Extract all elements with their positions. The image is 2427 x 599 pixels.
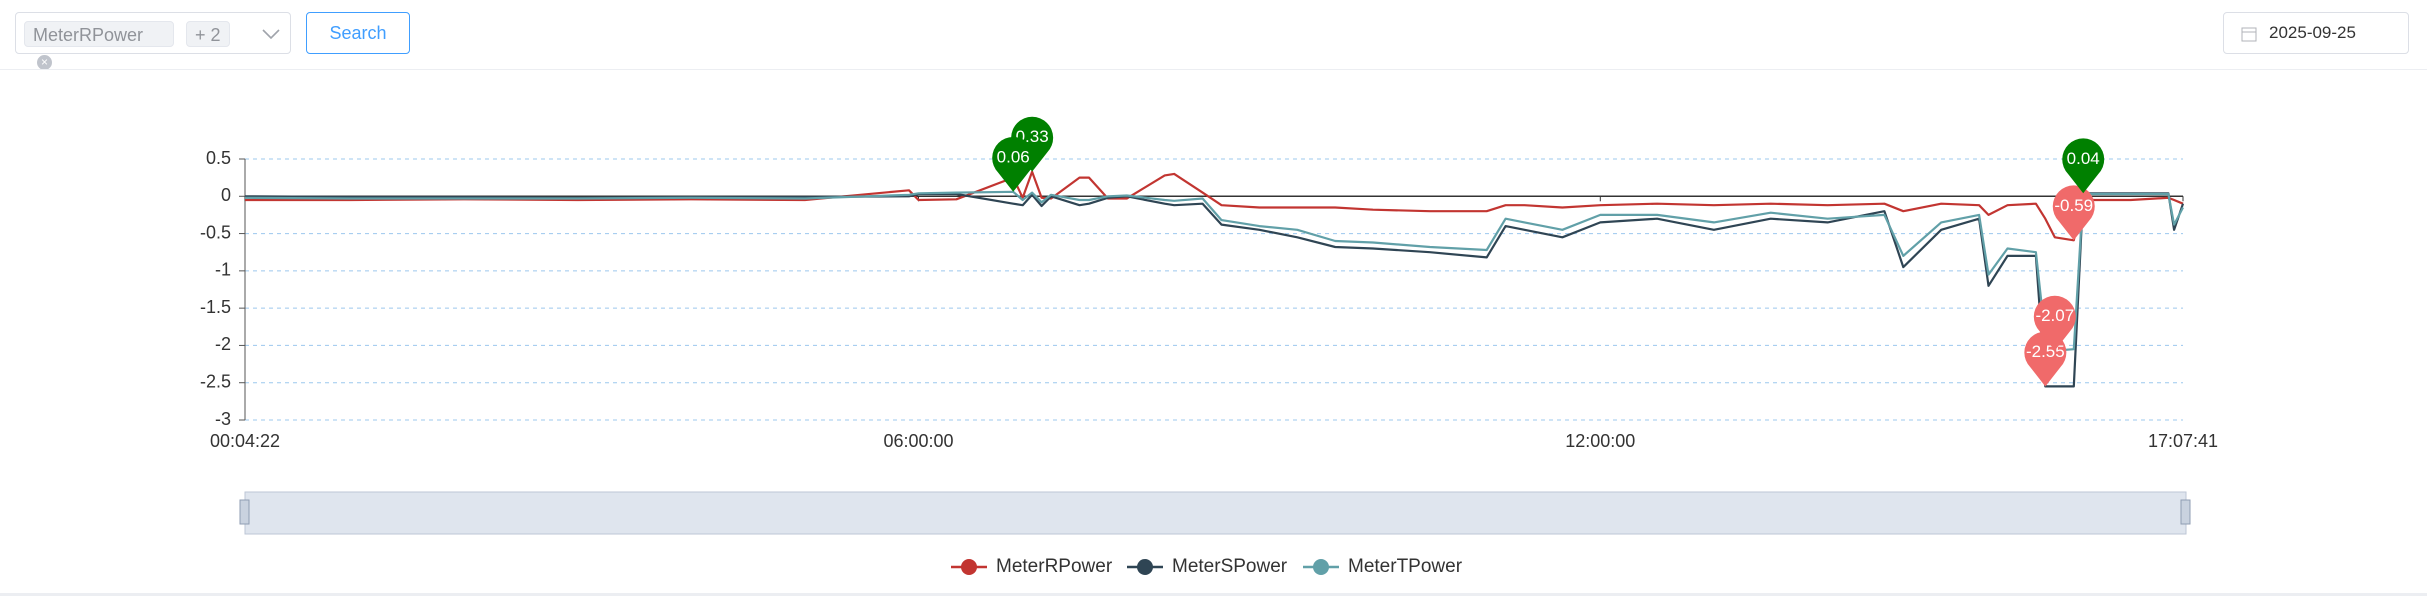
mark-label: -2.07 [2035, 306, 2074, 325]
y-tick-label: 0 [221, 185, 231, 205]
x-tick-label: 00:04:22 [210, 431, 280, 451]
y-tick-label: -3 [215, 409, 231, 429]
mark-pin [1011, 116, 1054, 172]
series-line [244, 190, 2184, 352]
legend-label[interactable]: MeterSPower [1172, 556, 1288, 577]
x-tick-label: 06:00:00 [883, 431, 953, 451]
bottom-border [0, 593, 2427, 596]
mark-label: 0.04 [2067, 149, 2100, 168]
chevron [262, 29, 280, 40]
tag-text: MeterRPower [33, 25, 144, 45]
y-tick-label: -1.5 [200, 297, 231, 317]
tag-close[interactable]: × [37, 54, 52, 70]
legend-marker [1137, 559, 1153, 575]
date-picker[interactable]: 2025-09-25 [2223, 12, 2409, 54]
mark-pin [2062, 138, 2105, 194]
zoom-handle[interactable] [239, 499, 250, 525]
mark-pin [2024, 331, 2067, 387]
x-tick-label: 12:00:00 [1565, 431, 1635, 451]
mark-label: 0.06 [997, 147, 1030, 166]
search-button[interactable]: Search [306, 12, 410, 54]
mark-pin [2033, 295, 2076, 351]
date-text: 2025-09-25 [2269, 23, 2356, 42]
series-line [244, 192, 2185, 388]
separator [0, 69, 2427, 70]
mark-label: 0.33 [1016, 127, 1049, 146]
select-tag: MeterRPower × [24, 21, 174, 70]
mark-pin [2052, 185, 2095, 241]
data-zoom[interactable] [244, 491, 2187, 535]
y-tick-label: -2 [215, 334, 231, 354]
series-line [245, 170, 2184, 242]
y-tick-label: -1 [215, 260, 231, 280]
y-tick-label: 0.5 [206, 148, 231, 168]
series-select[interactable]: MeterRPower × + 2 [15, 12, 291, 70]
legend-label[interactable]: MeterTPower [1348, 556, 1463, 577]
mark-label: -2.55 [2026, 342, 2065, 361]
legend-marker [961, 559, 977, 575]
more-tag: + 2 [186, 21, 230, 47]
zoom-handle[interactable] [2180, 499, 2191, 525]
y-tick-label: -0.5 [200, 222, 231, 242]
x-tick-label: 17:07:41 [2148, 431, 2218, 451]
legend-label[interactable]: MeterRPower [996, 556, 1113, 577]
mark-label: -0.59 [2054, 196, 2093, 215]
mark-pin [992, 136, 1035, 192]
legend-marker [1313, 559, 1329, 575]
y-tick-label: -2.5 [200, 371, 231, 391]
calendar-icon [2241, 27, 2257, 42]
